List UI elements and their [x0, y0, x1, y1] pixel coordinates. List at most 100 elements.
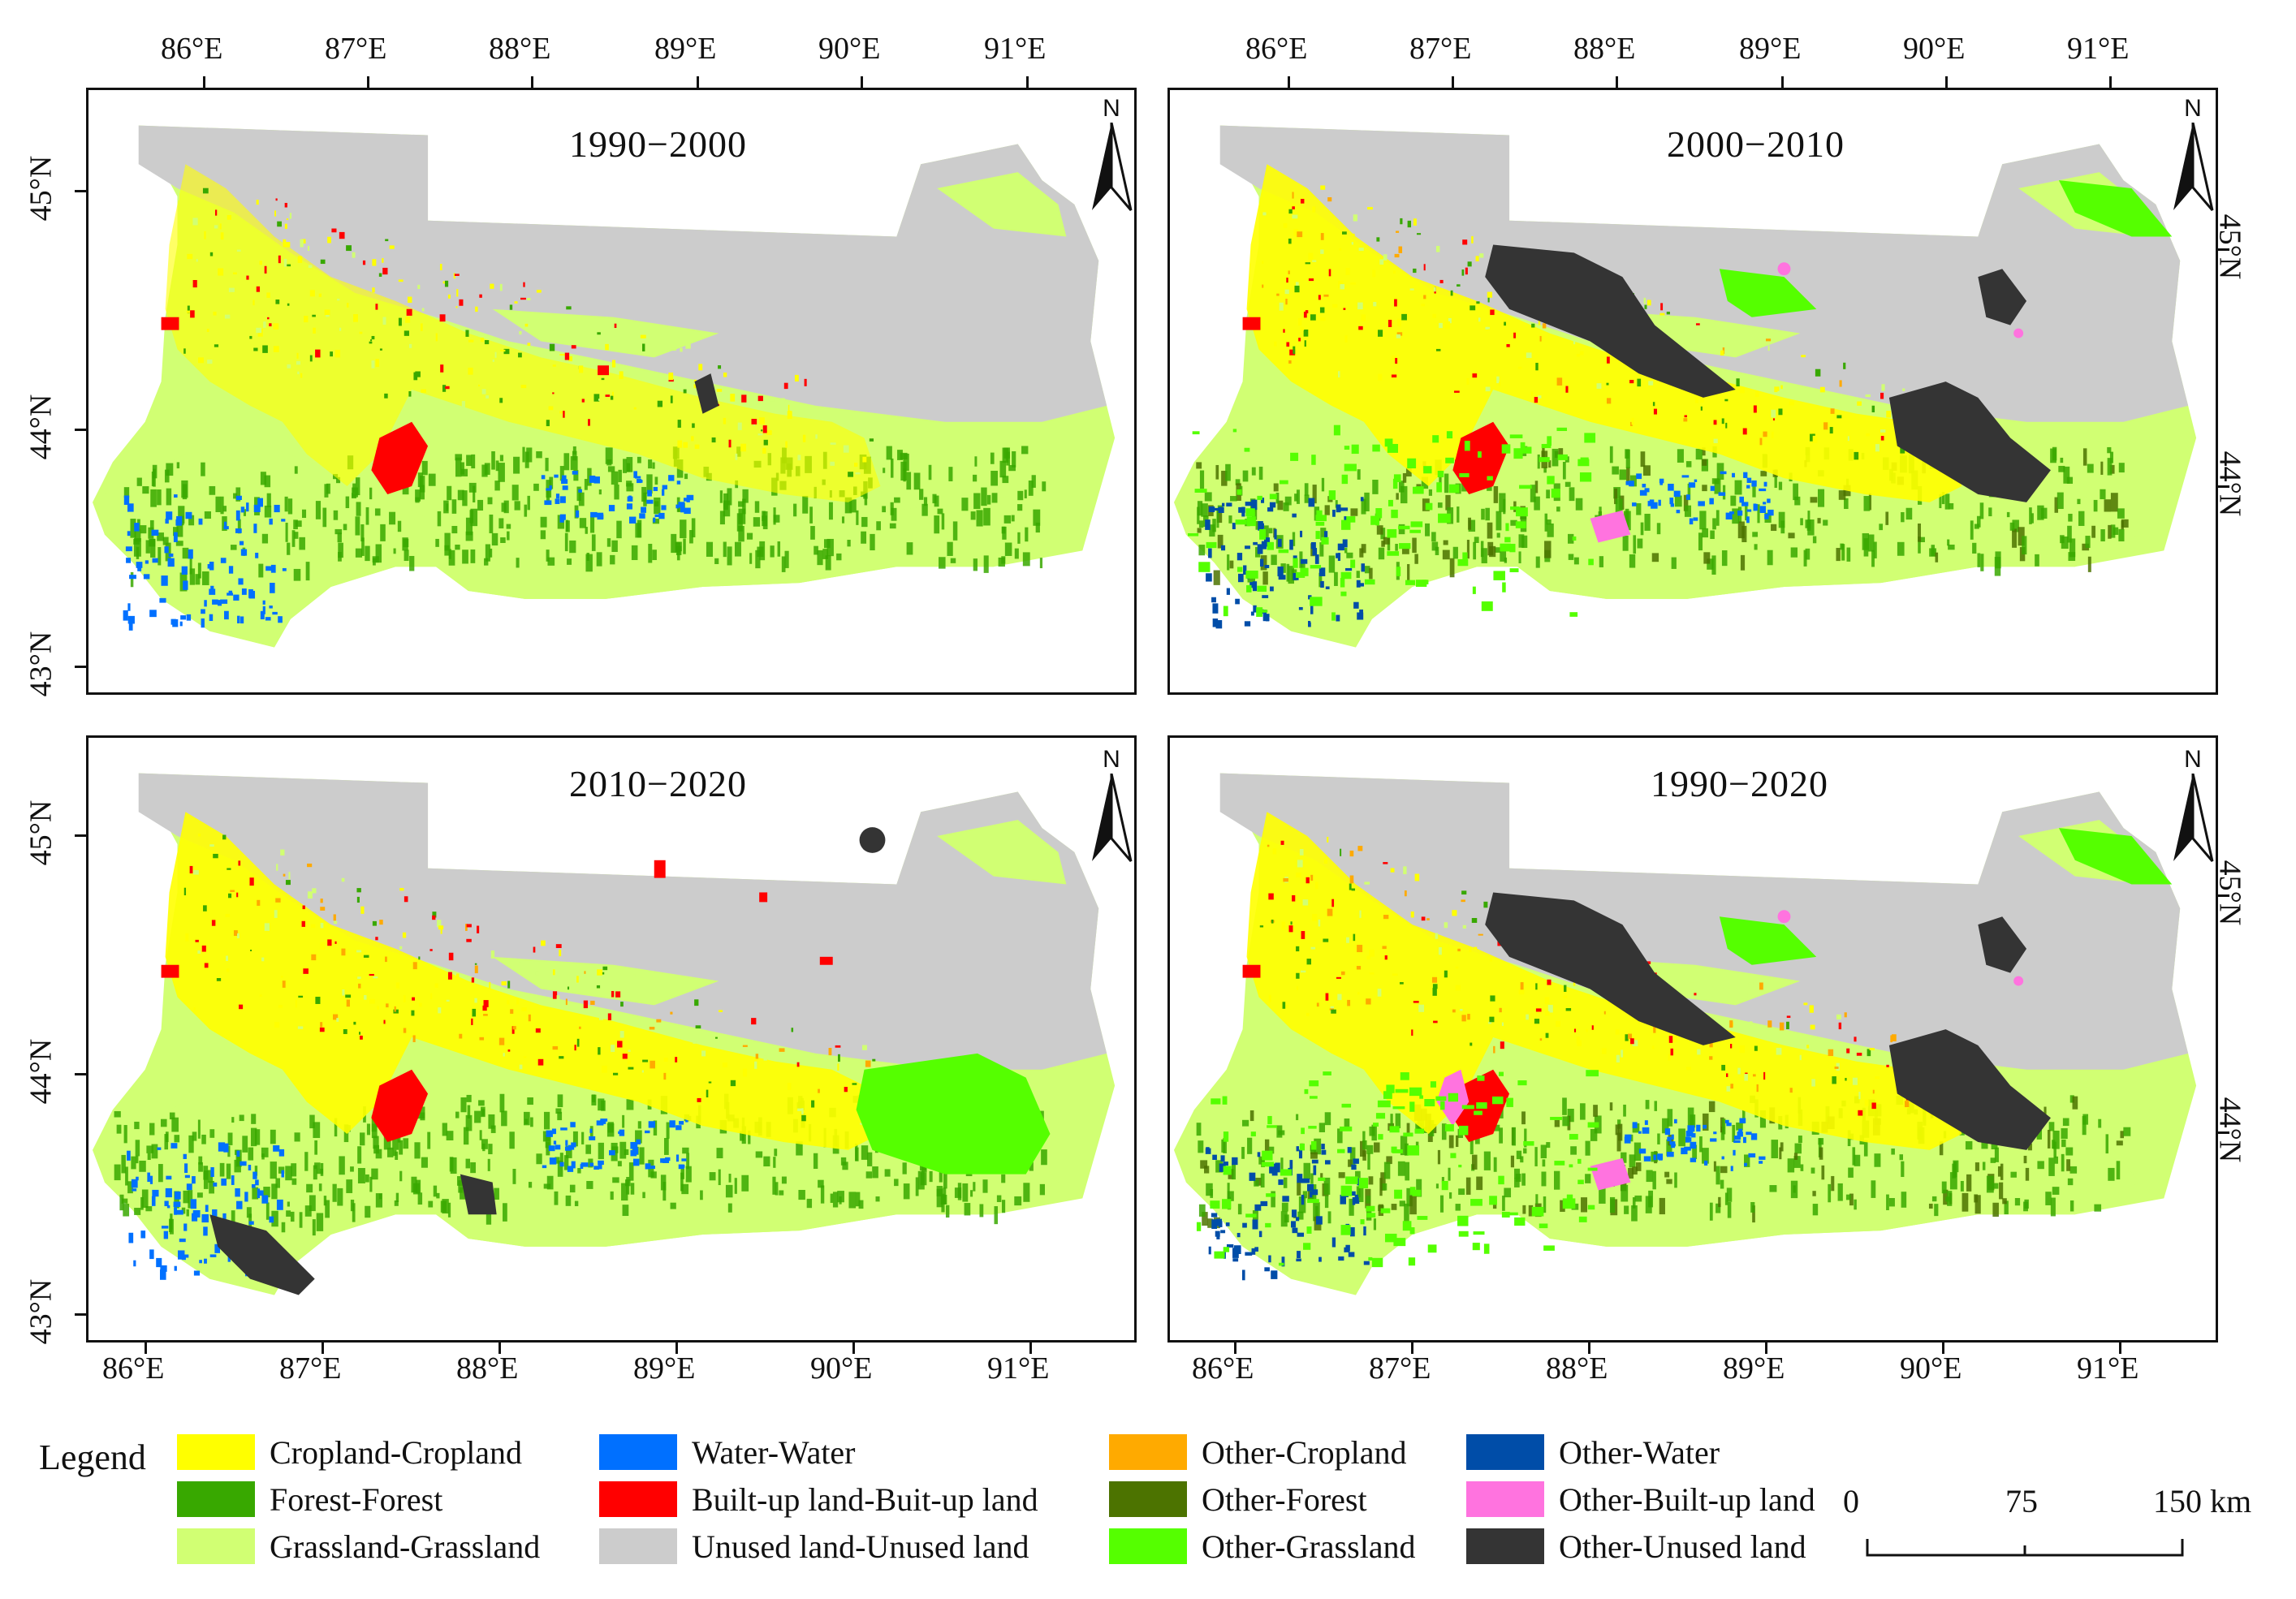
map-layers [1173, 125, 2197, 648]
tick-mark [531, 76, 533, 88]
scale-label-150: 150 km [2153, 1483, 2252, 1519]
lat-tick-bottom-right: 44°N [2212, 1097, 2247, 1163]
map-layers [92, 773, 1116, 1295]
tick-mark [697, 76, 699, 88]
mountain-grassland [1185, 446, 2140, 648]
lon-tick-top-left: 89°E [654, 32, 717, 66]
lon-tick-bottom-left: 86°E [102, 1351, 165, 1386]
map-canvas [1173, 125, 2197, 648]
legend-item: Forest-Forest [177, 1479, 442, 1519]
map-panel-1990-2000: 1990−2000 N [86, 88, 1137, 695]
map-panel-2000-2010: 2000−2010 N [1167, 88, 2218, 695]
legend-label: Grassland-Grassland [270, 1528, 541, 1565]
urumqi-built-up [371, 1069, 429, 1142]
tick-mark [1781, 76, 1784, 88]
map-panel-1990-2020: 1990−2020 N [1167, 735, 2218, 1343]
legend-label: Other-Cropland [1202, 1433, 1407, 1471]
tick-mark [1234, 1343, 1236, 1354]
legend-swatch [177, 1528, 255, 1564]
legend-label: Unused land-Unused land [692, 1528, 1029, 1565]
other-unused-patch [1485, 244, 1736, 398]
north-arrow-icon: N [2169, 95, 2216, 211]
cropland-belt [165, 164, 881, 502]
legend-label: Water-Water [692, 1433, 856, 1471]
tick-mark [1452, 76, 1454, 88]
cropland-belt [1246, 812, 1962, 1150]
lon-tick-top-right: 88°E [1573, 32, 1636, 66]
legend-swatch [1109, 1434, 1187, 1470]
map-layers [92, 125, 1116, 648]
unused-land-region [1219, 125, 2189, 422]
scale-label-0: 0 [1843, 1483, 1859, 1519]
lon-tick-bottom-right: 89°E [1723, 1351, 1785, 1386]
cropland-belt [1246, 164, 1962, 502]
tick-mark [1942, 1343, 1944, 1354]
tick-mark [675, 1343, 678, 1354]
lon-tick-top-left: 88°E [489, 32, 551, 66]
urumqi-built-up [371, 421, 429, 494]
lon-tick-top-left: 86°E [161, 32, 223, 66]
mountain-grassland [104, 446, 1059, 648]
lon-tick-top-right: 86°E [1245, 32, 1308, 66]
legend-item: Unused land-Unused land [599, 1526, 1029, 1567]
north-label: N [2184, 95, 2202, 122]
north-label: N [1103, 746, 1120, 773]
lat-tick-bottom-left: 43°N [24, 1278, 58, 1345]
legend-swatch [177, 1434, 255, 1470]
north-arrow-icon: N [2169, 746, 2216, 862]
tick-mark [322, 1343, 324, 1354]
legend-item: Water-Water [599, 1432, 856, 1472]
unused-land-region [138, 125, 1107, 422]
legend-item: Cropland-Cropland [177, 1432, 522, 1472]
tick-mark [75, 834, 86, 837]
mountain-grassland [104, 1093, 1059, 1295]
scale-label-75: 75 [2005, 1483, 2038, 1519]
tick-mark [75, 190, 86, 192]
legend-swatch [599, 1481, 677, 1517]
lon-tick-top-right: 87°E [1409, 32, 1472, 66]
north-arrow-icon: N [1087, 746, 1134, 862]
legend-swatch [599, 1434, 677, 1470]
tick-mark [203, 76, 205, 88]
legend-swatch [1109, 1528, 1187, 1564]
legend-item: Other-Water [1466, 1432, 1720, 1472]
legend-swatch [1466, 1528, 1544, 1564]
tick-mark [367, 76, 369, 88]
legend-label: Other-Unused land [1559, 1528, 1806, 1565]
tick-mark [861, 76, 863, 88]
map-layers [1173, 773, 2197, 1295]
legend-item: Grassland-Grassland [177, 1526, 540, 1567]
panel-title: 2010−2020 [569, 763, 747, 804]
tick-mark [498, 1343, 501, 1354]
mountain-grassland [1185, 1093, 2140, 1295]
map-panel-2010-2020: 2010−2020 N [86, 735, 1137, 1343]
legend-item: Other-Built-up land [1466, 1479, 1815, 1519]
legend-label: Built-up land-Buit-up land [692, 1480, 1038, 1518]
north-label: N [2184, 746, 2202, 773]
lon-tick-bottom-left: 91°E [987, 1351, 1050, 1386]
lon-tick-top-left: 90°E [818, 32, 881, 66]
lat-tick-bottom-right: 45°N [2212, 860, 2247, 926]
tick-mark [852, 1343, 855, 1354]
tick-mark [2218, 894, 2229, 897]
lon-tick-top-right: 91°E [2067, 32, 2130, 66]
tick-mark [1026, 76, 1029, 88]
lat-tick-bottom-left: 44°N [24, 1038, 58, 1105]
tick-mark [2109, 76, 2112, 88]
tick-mark [1945, 76, 1948, 88]
tick-mark [75, 666, 86, 668]
legend-swatch [599, 1528, 677, 1564]
map-canvas [92, 125, 1116, 648]
legend-swatch [1109, 1481, 1187, 1517]
legend-item: Other-Unused land [1466, 1526, 1806, 1567]
tick-mark [1029, 1343, 1032, 1354]
legend-label: Cropland-Cropland [270, 1433, 523, 1471]
panel-title: 2000−2010 [1667, 123, 1845, 165]
tick-mark [2218, 248, 2229, 251]
legend-label: Other-Grassland [1202, 1528, 1416, 1565]
tick-mark [1765, 1343, 1767, 1354]
panel-title: 1990−2020 [1651, 763, 1828, 804]
north-arrow-icon: N [1087, 95, 1134, 211]
lat-tick-top-right: 45°N [2212, 213, 2247, 280]
legend-label: Other-Water [1559, 1433, 1720, 1471]
